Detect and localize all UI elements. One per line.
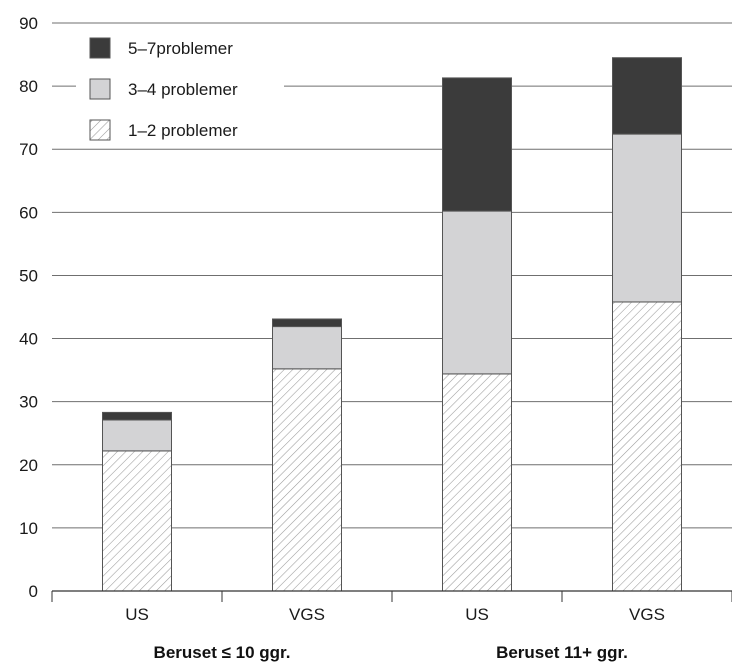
legend: 5–7problemer 3–4 problemer 1–2 problemer (76, 26, 284, 146)
bar-1-2-problemer-us-0 (102, 450, 172, 592)
bar-5-7problemer-us-2 (442, 77, 512, 212)
legend-swatch-5-7problemer (89, 37, 111, 59)
bar-5-7problemer-us-0 (102, 411, 172, 421)
axes: 0 10 20 30 40 50 60 70 80 90 US VGS US VGS Beruset ≤ 1… (19, 14, 732, 662)
legend-label-1-2-problemer: 1–2 problemer (128, 121, 238, 140)
bar-5-7problemer-vgs-3 (612, 57, 682, 135)
legend-swatch-3-4-problemer (89, 78, 111, 100)
x-group-label: Beruset ≤ 10 ggr. (154, 643, 291, 662)
y-tick-label: 0 (29, 582, 38, 601)
x-tick-label: US (125, 605, 149, 624)
bar-3-4-problemer-vgs-1 (272, 326, 342, 370)
bar-1-2-problemer-us-2 (442, 373, 512, 592)
bar-3-4-problemer-vgs-3 (612, 133, 682, 303)
legend-label-3-4-problemer: 3–4 problemer (128, 80, 238, 99)
bar-1-2-problemer-vgs-1 (272, 368, 342, 592)
bar-3-4-problemer-us-0 (102, 419, 172, 452)
bar-5-7problemer-vgs-1 (272, 318, 342, 328)
bar-1-2-problemer-vgs-3 (612, 301, 682, 592)
x-tick-label: VGS (289, 605, 325, 624)
y-tick-label: 60 (19, 203, 38, 222)
y-tick-label: 40 (19, 330, 38, 349)
x-tick-label: VGS (629, 605, 665, 624)
y-tick-label: 20 (19, 456, 38, 475)
y-tick-label: 10 (19, 519, 38, 538)
y-tick-label: 50 (19, 266, 38, 285)
legend-label-5-7problemer: 5–7problemer (128, 39, 233, 58)
bars (102, 57, 682, 592)
legend-background (76, 26, 284, 146)
y-tick-label: 70 (19, 140, 38, 159)
x-group-label: Beruset 11+ ggr. (496, 643, 628, 662)
bar-3-4-problemer-us-2 (442, 210, 512, 375)
legend-swatch-1-2-problemer (89, 119, 111, 141)
y-tick-label: 90 (19, 14, 38, 33)
x-tick-label: US (465, 605, 489, 624)
y-tick-label: 80 (19, 77, 38, 96)
y-tick-label: 30 (19, 393, 38, 412)
